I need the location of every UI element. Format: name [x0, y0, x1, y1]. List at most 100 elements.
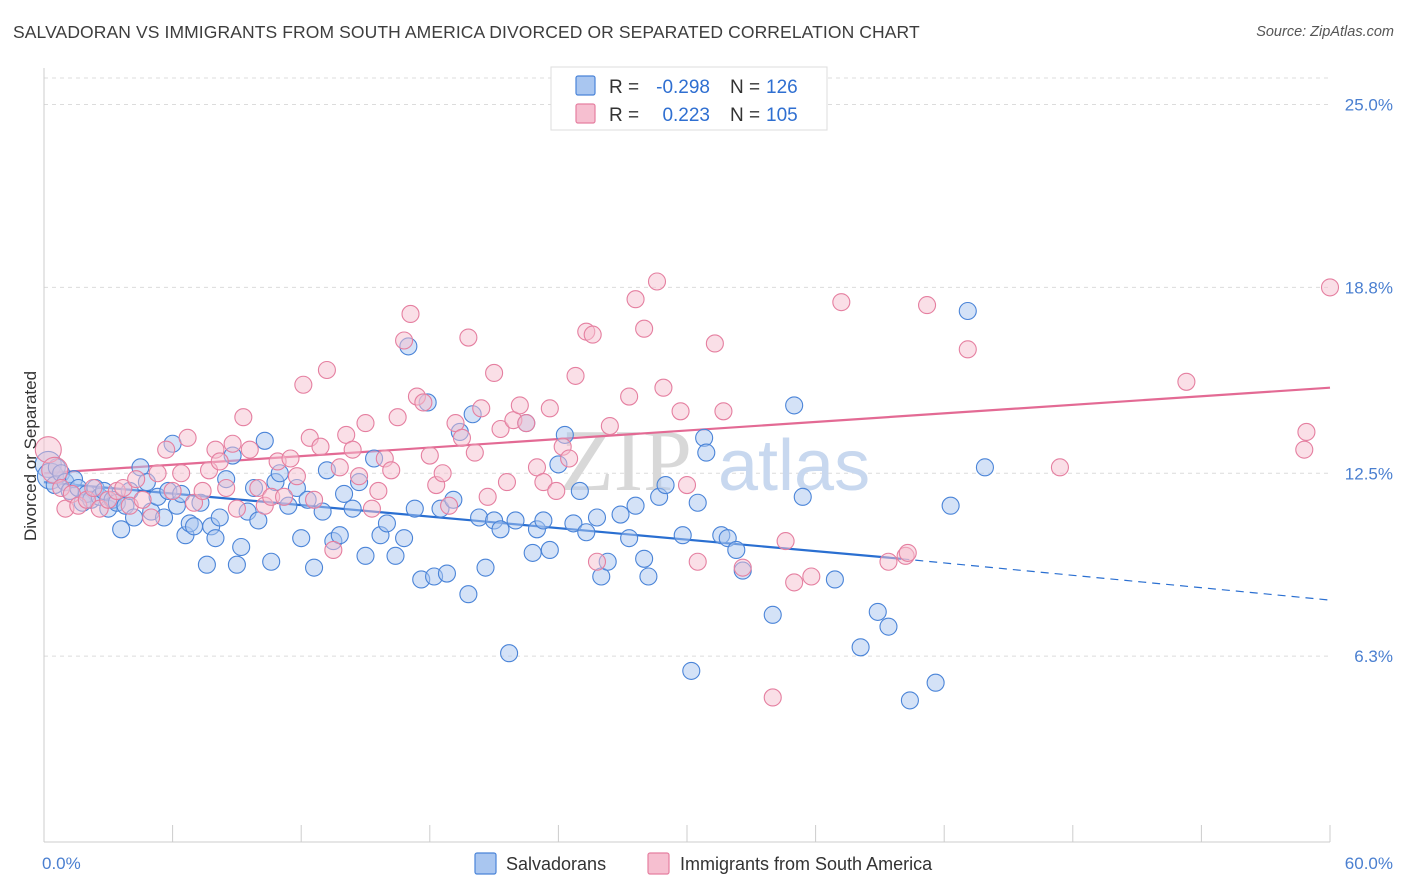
immigrant-point-67	[478, 487, 497, 506]
legend-n-value-2: 105	[766, 105, 798, 126]
immigrant-point-89	[654, 378, 673, 397]
immigrant-point-29	[234, 408, 253, 427]
salvadoran-point-114	[763, 605, 782, 624]
legend-box	[550, 66, 828, 131]
immigrant-point-22	[193, 481, 212, 501]
immigrant-point-52	[382, 461, 401, 480]
immigrant-point-110	[898, 543, 917, 562]
immigrant-point-40	[305, 490, 324, 509]
y-tick-label-1: 12.5%	[1345, 464, 1393, 483]
series-immigrants-points	[34, 272, 1340, 707]
immigrant-point-93	[705, 334, 724, 353]
immigrant-point-104	[958, 340, 977, 359]
salvadoran-point-94	[577, 523, 596, 542]
salvadoran-point-67	[395, 529, 414, 548]
immigrant-point-73	[517, 414, 536, 433]
immigrant-point-82	[583, 325, 602, 344]
immigrant-point-16	[148, 464, 167, 483]
salvadoran-point-109	[697, 443, 716, 462]
immigrant-point-54	[395, 331, 414, 350]
salvadoran-point-69	[405, 499, 424, 518]
immigrant-point-88	[647, 272, 667, 291]
immigrant-point-47	[350, 467, 369, 486]
immigrant-point-25	[210, 452, 229, 471]
watermark-atlas: atlas	[718, 426, 870, 506]
immigrant-point-60	[433, 464, 452, 483]
salvadoran-point-62	[356, 546, 375, 565]
y-tick-label-3: 25.0%	[1345, 96, 1393, 115]
immigrant-point-109	[1295, 440, 1314, 459]
salvadoran-point-117	[825, 570, 844, 589]
salvadoran-point-120	[879, 617, 898, 636]
trend-line-immigrants	[43, 386, 1331, 475]
salvadoran-point-99	[620, 529, 639, 548]
salvadoran-point-80	[476, 558, 495, 577]
immigrant-point-41	[311, 437, 330, 456]
y-tick-label-2: 18.8%	[1345, 278, 1393, 297]
immigrant-point-101	[879, 552, 898, 571]
immigrant-point-61	[440, 496, 459, 515]
salvadoran-point-123	[941, 496, 960, 515]
immigrant-point-92	[688, 552, 707, 571]
salvadoran-point-101	[635, 549, 654, 568]
immigrant-point-99	[802, 567, 821, 586]
salvadoran-point-60	[343, 499, 362, 518]
immigrant-point-36	[281, 449, 300, 468]
immigrant-point-94	[714, 402, 733, 421]
immigrant-point-17	[157, 440, 176, 459]
salvadoran-point-88	[534, 511, 553, 530]
immigrant-point-77	[547, 481, 566, 501]
salvadoran-point-122	[926, 673, 945, 692]
salvadoran-point-124	[958, 301, 977, 321]
immigrant-point-18	[163, 481, 182, 501]
immigrant-point-19	[172, 464, 191, 483]
series-legend: Salvadorans Immigrants from South Americ…	[474, 852, 933, 875]
bottom-legend-swatch-salvadorans	[474, 852, 497, 875]
legend-n-label-2: N =	[730, 105, 760, 126]
immigrant-point-90	[671, 402, 690, 421]
salvadoran-point-46	[255, 431, 274, 450]
legend-n-value-1: 126	[766, 77, 798, 98]
immigrant-point-57	[414, 393, 433, 412]
immigrant-point-55	[401, 304, 420, 324]
salvadoran-point-65	[377, 514, 396, 533]
salvadoran-point-47	[262, 552, 281, 571]
immigrant-point-107	[1320, 278, 1340, 297]
legend-r-value-1: -0.298	[656, 77, 710, 98]
watermark: ZIP atlas	[560, 413, 870, 510]
immigrant-point-50	[369, 481, 388, 501]
source-credit: Source: ZipAtlas.com	[1256, 24, 1394, 40]
immigrant-point-42	[317, 360, 336, 380]
salvadoran-point-107	[688, 493, 707, 512]
immigrant-point-26	[217, 478, 236, 498]
immigrant-point-87	[635, 319, 654, 338]
legend-r-value-2: 0.223	[662, 105, 710, 126]
immigrant-point-43	[324, 540, 343, 560]
salvadoran-point-92	[564, 514, 583, 533]
immigrant-point-31	[249, 478, 268, 498]
immigrant-point-15	[142, 508, 161, 527]
immigrant-point-86	[626, 290, 645, 309]
salvadoran-point-41	[227, 555, 246, 574]
salvadoran-point-83	[500, 644, 519, 663]
bottom-legend-swatch-immigrants	[647, 852, 670, 875]
immigrant-point-75	[534, 473, 553, 492]
immigrant-point-20	[178, 428, 197, 447]
immigrant-point-96	[763, 688, 782, 707]
immigrant-point-83	[587, 552, 607, 571]
salvadoran-point-89	[540, 540, 559, 560]
immigrant-point-53	[388, 408, 407, 427]
salvadoran-point-119	[868, 602, 887, 621]
salvadoran-point-102	[639, 567, 658, 586]
immigrant-point-91	[677, 475, 697, 495]
immigrant-point-44	[330, 458, 349, 477]
immigrant-point-84	[600, 416, 619, 436]
immigrant-point-49	[362, 499, 381, 518]
immigrant-point-97	[776, 532, 795, 551]
immigrant-point-13	[127, 470, 146, 489]
immigrant-point-65	[465, 443, 484, 462]
legend-r-label-2: R =	[609, 105, 639, 126]
immigrant-point-68	[485, 363, 504, 383]
immigrant-point-70	[497, 473, 517, 492]
